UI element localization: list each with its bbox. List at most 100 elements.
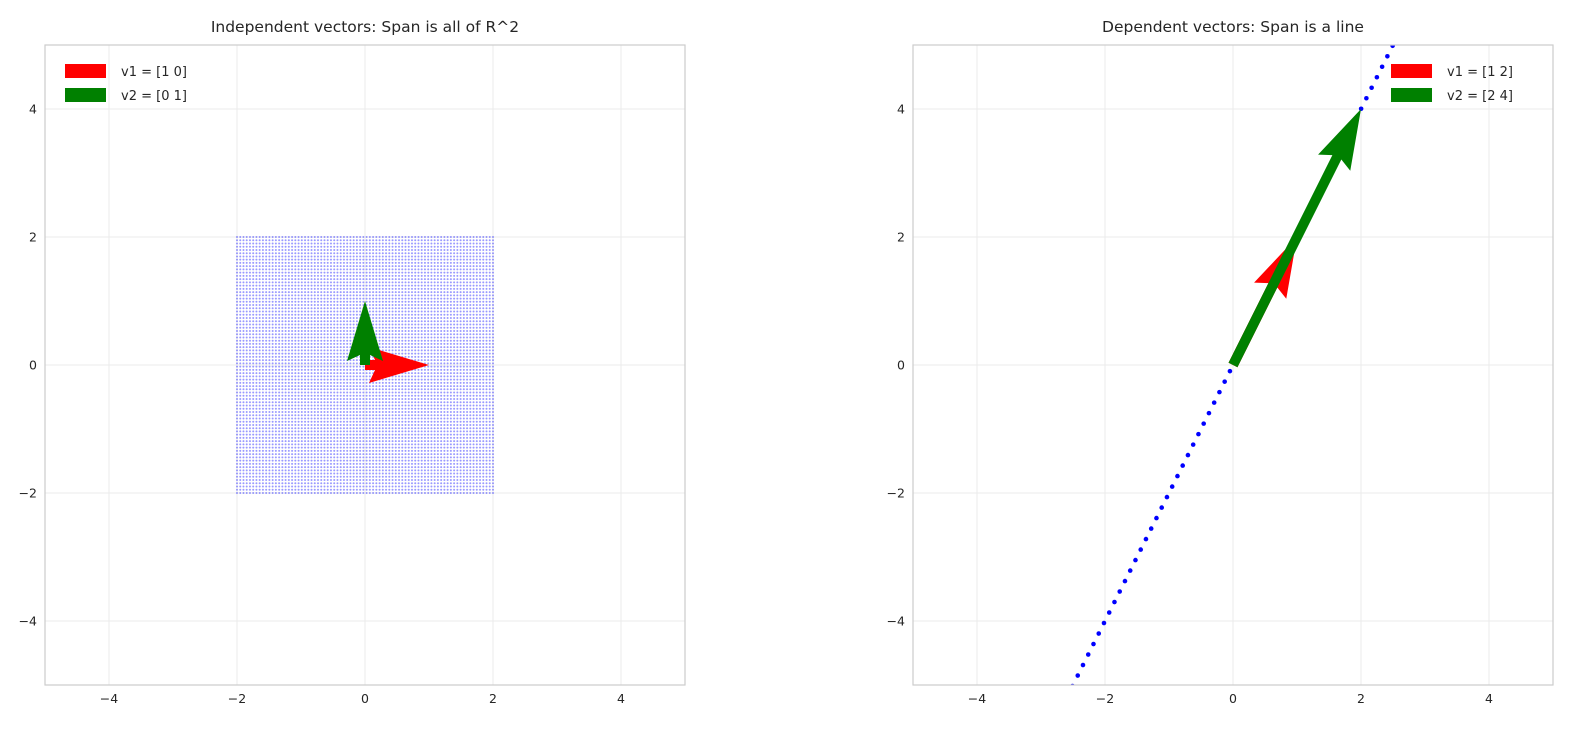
span-point — [423, 446, 426, 449]
span-point — [433, 278, 436, 281]
span-point — [258, 236, 261, 238]
span-point — [372, 239, 375, 242]
span-point — [294, 320, 297, 323]
span-point — [300, 417, 303, 420]
span-point — [381, 462, 384, 465]
span-point — [239, 284, 242, 287]
span-point — [291, 284, 294, 287]
span-point — [410, 307, 413, 310]
span-point — [359, 485, 362, 488]
span-point — [287, 320, 290, 323]
span-point — [339, 488, 342, 491]
span-point — [245, 414, 248, 417]
span-point — [372, 320, 375, 323]
span-point — [294, 362, 297, 365]
span-point — [352, 446, 355, 449]
span-point — [394, 485, 397, 488]
span-point — [248, 368, 251, 371]
span-point — [391, 236, 394, 238]
span-point — [245, 485, 248, 488]
span-point — [248, 271, 251, 274]
span-point — [430, 482, 433, 485]
span-point — [300, 261, 303, 264]
span-point — [281, 291, 284, 294]
span-point — [281, 248, 284, 251]
span-point — [417, 398, 420, 401]
span-point — [274, 342, 277, 345]
span-point — [284, 365, 287, 368]
span-point — [265, 401, 268, 404]
span-point — [313, 252, 316, 255]
span-point — [255, 401, 258, 404]
span-point — [313, 365, 316, 368]
span-point — [381, 294, 384, 297]
span-point — [239, 320, 242, 323]
span-point — [278, 423, 281, 426]
span-point — [333, 385, 336, 388]
span-point — [317, 255, 320, 258]
span-point — [349, 436, 352, 439]
span-point — [320, 407, 323, 410]
span-point — [274, 346, 277, 349]
span-point — [291, 287, 294, 290]
span-point — [297, 375, 300, 378]
span-point — [278, 342, 281, 345]
span-point — [423, 381, 426, 384]
span-point — [274, 394, 277, 397]
span-point — [242, 258, 245, 261]
span-point — [278, 462, 281, 465]
span-point — [310, 440, 313, 443]
span-point — [281, 479, 284, 482]
span-point — [300, 339, 303, 342]
span-point — [433, 339, 436, 342]
span-point — [284, 449, 287, 452]
span-point — [329, 268, 332, 271]
span-point — [287, 278, 290, 281]
span-point — [388, 339, 391, 342]
span-point — [420, 488, 423, 491]
span-point — [365, 271, 368, 274]
span-point — [326, 333, 329, 336]
span-point — [294, 401, 297, 404]
span-point — [414, 248, 417, 251]
span-point — [274, 359, 277, 362]
span-point — [239, 404, 242, 407]
span-point — [313, 446, 316, 449]
span-point — [365, 394, 368, 397]
span-point — [255, 417, 258, 420]
span-point — [239, 462, 242, 465]
span-point — [346, 414, 349, 417]
span-point — [355, 274, 358, 277]
span-point — [265, 466, 268, 469]
span-point — [252, 436, 255, 439]
span-point — [427, 245, 430, 248]
span-point — [291, 278, 294, 281]
span-point — [417, 258, 420, 261]
span-point — [297, 278, 300, 281]
span-point — [427, 440, 430, 443]
span-point — [404, 456, 407, 459]
span-point — [423, 248, 426, 251]
span-point — [242, 381, 245, 384]
span-point — [417, 449, 420, 452]
span-point — [417, 375, 420, 378]
span-point — [346, 372, 349, 375]
span-point — [245, 394, 248, 397]
span-point — [339, 456, 342, 459]
span-point — [329, 239, 332, 242]
span-point — [323, 420, 326, 423]
span-point — [410, 333, 413, 336]
span-point — [326, 339, 329, 342]
span-point — [407, 488, 410, 491]
span-point — [329, 287, 332, 290]
span-point — [342, 252, 345, 255]
span-point — [258, 492, 261, 494]
span-point — [339, 329, 342, 332]
span-point — [258, 326, 261, 329]
span-point — [352, 485, 355, 488]
span-point — [323, 372, 326, 375]
span-point — [329, 420, 332, 423]
span-point — [342, 336, 345, 339]
span-point — [284, 475, 287, 478]
span-point — [255, 423, 258, 426]
